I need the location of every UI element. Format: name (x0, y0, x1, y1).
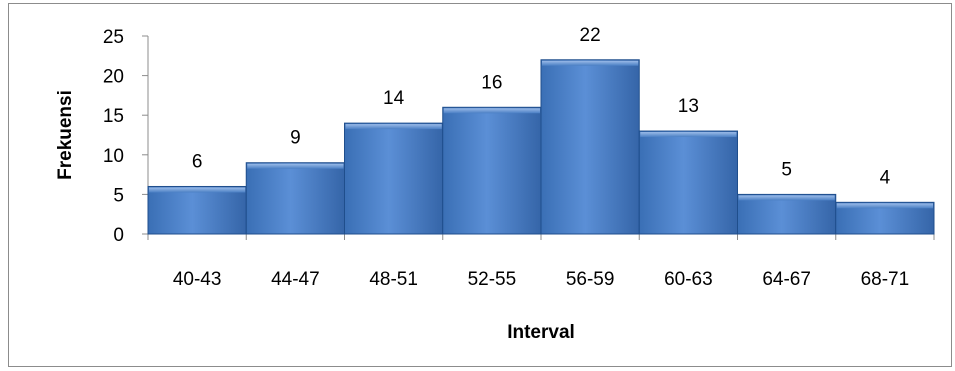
y-tick-label: 10 (103, 146, 124, 167)
y-tick-label: 15 (103, 106, 124, 127)
bar-56-59 (540, 59, 640, 235)
y-tick-label: 25 (103, 27, 124, 48)
bar-60-63 (638, 130, 738, 235)
bar-68-71 (835, 201, 935, 235)
bar-top-highlight (640, 132, 737, 138)
bar (147, 185, 247, 235)
x-tick-label: 48-51 (369, 269, 418, 290)
data-label: 14 (383, 88, 405, 109)
bar (245, 162, 345, 235)
y-axis-title: Frekuensi (55, 90, 76, 180)
data-label: 4 (880, 167, 891, 188)
bar (737, 193, 837, 235)
data-label: 16 (481, 72, 502, 93)
x-tick-label: 52-55 (468, 269, 517, 290)
bar-top-highlight (738, 195, 835, 201)
data-label: 5 (781, 159, 792, 180)
x-tick-label: 40-43 (173, 269, 222, 290)
bar-top-highlight (247, 163, 344, 169)
bar (344, 122, 444, 235)
bar-top-highlight (345, 124, 442, 130)
data-label: 13 (678, 96, 699, 117)
x-tick-label: 60-63 (664, 269, 713, 290)
x-tick-label: 68-71 (861, 269, 910, 290)
data-label: 6 (192, 151, 203, 172)
bar-44-47 (245, 162, 345, 235)
bar-top-highlight (149, 187, 246, 193)
bar-64-67 (737, 193, 837, 235)
y-tick-label: 20 (103, 67, 124, 88)
bar-40-43 (147, 185, 247, 235)
data-label: 9 (290, 128, 301, 149)
bars (147, 59, 935, 235)
bar (540, 59, 640, 235)
bar-top-highlight (542, 60, 639, 66)
bar (638, 130, 738, 235)
labels: 6 40-43 9 44-47 14 48-51 16 52-55 22 56-59 13 60-63… (173, 25, 909, 290)
bar-48-51 (344, 122, 444, 235)
bar-top-highlight (443, 108, 540, 114)
bar (442, 106, 542, 235)
bar-top-highlight (836, 203, 933, 209)
x-tick-label: 64-67 (762, 269, 811, 290)
x-axis-title: Interval (507, 322, 575, 343)
data-label: 22 (580, 25, 601, 46)
y-tick-label: 5 (113, 185, 124, 206)
x-tick-label: 44-47 (271, 269, 320, 290)
bar-52-55 (442, 106, 542, 235)
y-tick-label: 0 (113, 225, 124, 246)
x-tick-label: 56-59 (566, 269, 615, 290)
